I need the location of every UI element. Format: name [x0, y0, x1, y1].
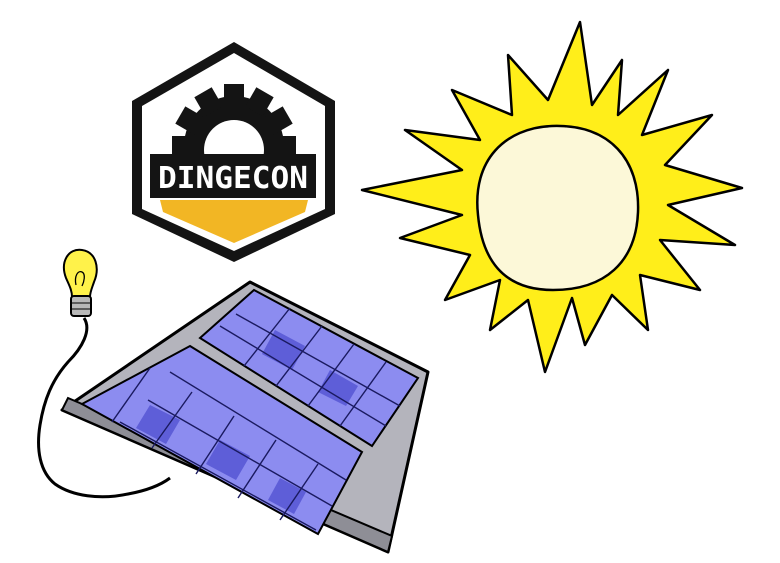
sun-core	[476, 124, 640, 292]
sun-icon	[360, 20, 744, 374]
logo-banner	[150, 154, 316, 198]
panel-module-upper	[198, 288, 420, 448]
dingecon-logo: DINGECON	[132, 42, 335, 262]
panel-grid-upper	[219, 307, 401, 427]
panel-grid-lower	[111, 367, 347, 531]
bulb-filament	[74, 270, 85, 287]
solar-panel-icon	[60, 280, 430, 554]
logo-text: DINGECON	[158, 161, 308, 196]
light-bulb-icon	[37, 248, 171, 499]
bulb-glass	[63, 248, 98, 298]
bulb-base	[70, 295, 92, 317]
bulb-cord	[37, 317, 171, 499]
logo-accent-chevron	[160, 200, 308, 243]
